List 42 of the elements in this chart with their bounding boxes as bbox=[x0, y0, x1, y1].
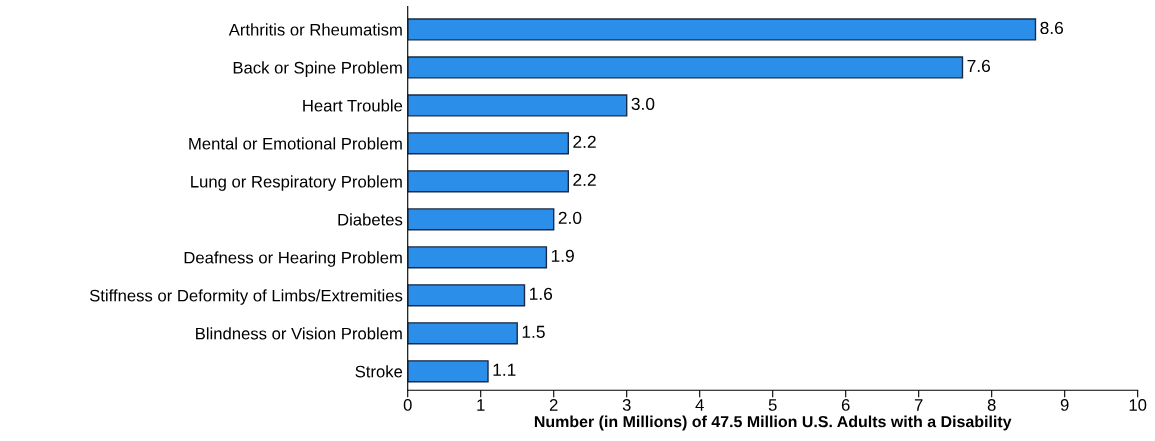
bar bbox=[407, 284, 526, 307]
x-tick-label: 4 bbox=[695, 399, 704, 411]
x-tick-label: 0 bbox=[403, 399, 412, 411]
bar bbox=[407, 246, 548, 269]
y-tick-label: Deafness or Hearing Problem bbox=[184, 251, 402, 267]
bar bbox=[407, 18, 1037, 41]
data-label: 1.5 bbox=[522, 325, 545, 338]
data-label: 7.6 bbox=[967, 59, 991, 73]
x-tick-label: 10 bbox=[1129, 399, 1147, 411]
data-label: 2.2 bbox=[573, 173, 596, 186]
data-label: 1.6 bbox=[530, 287, 553, 300]
x-tick-label: 8 bbox=[987, 399, 996, 411]
y-tick-label: Heart Trouble bbox=[303, 99, 403, 112]
y-tick-label: Blindness or Vision Problem bbox=[196, 327, 402, 340]
y-tick-label: Back or Spine Problem bbox=[233, 61, 402, 77]
bar bbox=[407, 322, 518, 345]
bar bbox=[407, 132, 570, 155]
bar bbox=[407, 360, 489, 383]
x-tick-label: 2 bbox=[549, 399, 558, 411]
data-label: 8.6 bbox=[1040, 21, 1064, 35]
data-label: 1.9 bbox=[551, 249, 574, 262]
x-tick-label: 3 bbox=[622, 399, 631, 411]
y-tick-label: Stiffness or Deformity of Limbs/Extremities bbox=[89, 289, 403, 305]
bar bbox=[407, 56, 964, 79]
x-tick-label: 6 bbox=[841, 399, 850, 411]
bar bbox=[407, 94, 628, 117]
y-tick-label: Mental or Emotional Problem bbox=[189, 137, 402, 150]
x-tick-label: 7 bbox=[914, 399, 923, 411]
x-tick-label: 5 bbox=[768, 399, 777, 411]
x-tick-label: 1 bbox=[477, 399, 485, 411]
bar bbox=[407, 170, 570, 193]
data-label: 3.0 bbox=[631, 97, 655, 111]
x-tick-label: 9 bbox=[1060, 399, 1069, 411]
x-axis-title: Number (in Millions) of 47.5 Million U.S. Adults with a Disability bbox=[534, 415, 1012, 431]
y-tick-label: Lung or Respiratory Problem bbox=[191, 175, 402, 191]
data-label: 1.1 bbox=[493, 363, 516, 376]
data-label: 2.2 bbox=[573, 135, 596, 148]
y-tick-label: Arthritis or Rheumatism bbox=[228, 23, 402, 36]
y-tick-label: Stroke bbox=[355, 365, 403, 378]
data-label: 2.0 bbox=[558, 211, 582, 224]
y-tick-label: Diabetes bbox=[338, 213, 403, 226]
bar bbox=[407, 208, 555, 231]
